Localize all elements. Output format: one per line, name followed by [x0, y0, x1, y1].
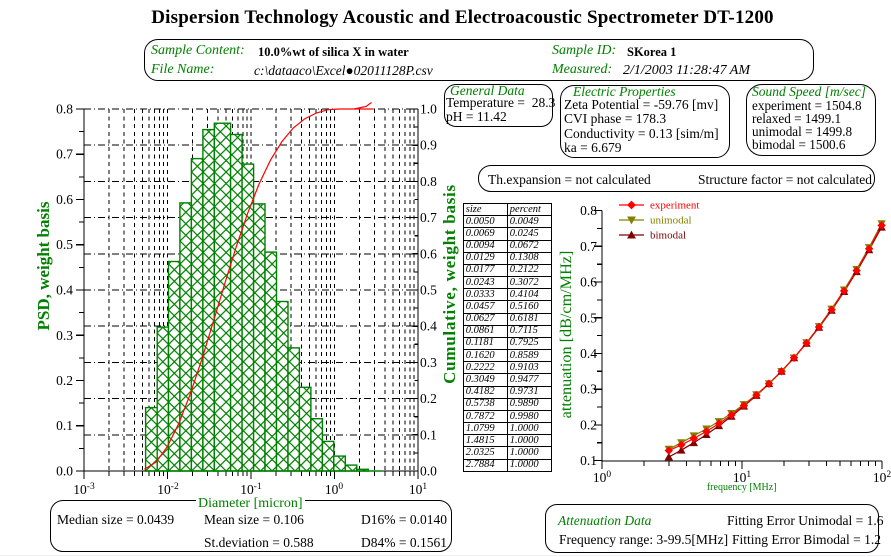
svg-text:0.0: 0.0	[56, 464, 73, 479]
svg-text:0.6: 0.6	[580, 275, 597, 290]
svg-text:attenuation [dB/cm/MHz]: attenuation [dB/cm/MHz]	[557, 251, 575, 419]
svg-text:0.4: 0.4	[56, 283, 73, 298]
svg-text:0.3: 0.3	[580, 382, 597, 397]
svg-text:0.1: 0.1	[420, 427, 437, 442]
svg-text:frequency [MHz]: frequency [MHz]	[707, 482, 777, 493]
svg-text:0.1: 0.1	[56, 418, 73, 433]
svg-text:100: 100	[593, 470, 612, 485]
svg-text:0.0: 0.0	[420, 464, 437, 479]
svg-text:0.5: 0.5	[580, 310, 597, 325]
svg-text:0.4: 0.4	[580, 346, 597, 361]
svg-text:0.5: 0.5	[420, 283, 437, 298]
svg-text:100: 100	[325, 482, 344, 497]
svg-text:101: 101	[409, 482, 428, 497]
svg-text:experiment: experiment	[650, 200, 699, 212]
svg-text:0.2: 0.2	[56, 373, 73, 388]
svg-text:0.1: 0.1	[580, 453, 597, 468]
svg-text:0.2: 0.2	[580, 417, 597, 432]
svg-text:0.8: 0.8	[580, 203, 597, 218]
svg-text:0.8: 0.8	[56, 102, 73, 117]
svg-text:10-2: 10-2	[157, 482, 179, 497]
svg-text:10-3: 10-3	[73, 482, 95, 497]
svg-text:0.8: 0.8	[420, 174, 437, 189]
svg-text:PSD, weight basis: PSD, weight basis	[34, 201, 53, 330]
svg-text:0.7: 0.7	[580, 239, 597, 254]
svg-text:0.3: 0.3	[420, 355, 437, 370]
svg-text:0.7: 0.7	[420, 210, 437, 225]
svg-text:0.3: 0.3	[56, 328, 73, 343]
svg-text:0.4: 0.4	[420, 319, 437, 334]
svg-text:0.6: 0.6	[56, 192, 73, 207]
svg-text:10-1: 10-1	[240, 482, 262, 497]
svg-text:0.5: 0.5	[56, 237, 73, 252]
svg-text:0.7: 0.7	[56, 147, 73, 162]
svg-text:102: 102	[873, 470, 891, 485]
svg-text:0.2: 0.2	[420, 391, 437, 406]
svg-text:0.9: 0.9	[420, 138, 437, 153]
svg-text:unimodal: unimodal	[650, 215, 692, 227]
svg-text:0.6: 0.6	[420, 246, 437, 261]
svg-text:Cumulative, weight basis: Cumulative, weight basis	[440, 184, 459, 384]
svg-text:bimodal: bimodal	[650, 230, 686, 242]
svg-text:1.0: 1.0	[420, 102, 437, 117]
